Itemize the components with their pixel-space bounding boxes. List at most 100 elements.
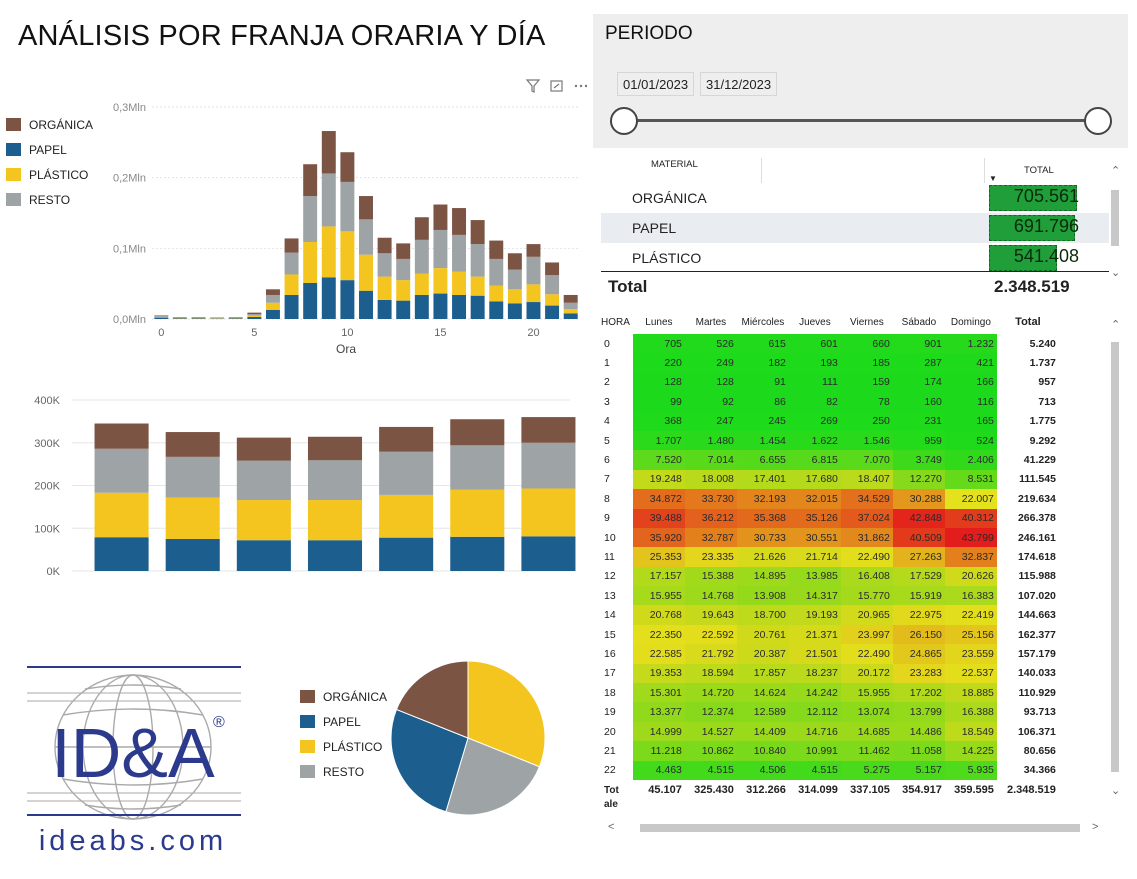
- scroll-up-icon[interactable]: ⌃: [1111, 319, 1121, 331]
- row-total: 246.161: [996, 527, 1059, 548]
- scrollbar-thumb[interactable]: [640, 824, 1080, 832]
- bar-segment: [545, 275, 560, 295]
- column-header[interactable]: Miércoles: [741, 316, 785, 328]
- bar-segment: [379, 451, 434, 495]
- matrix-horizontal-scrollbar[interactable]: < >: [604, 821, 1104, 835]
- bar-segment: [563, 302, 578, 310]
- legend-item[interactable]: RESTO: [6, 187, 93, 212]
- matrix-cell: 901: [892, 334, 945, 354]
- matrix-cell: 35.126: [788, 508, 841, 528]
- sort-descending-icon[interactable]: ▼: [989, 174, 997, 183]
- bar-segment: [165, 538, 220, 571]
- more-options-icon[interactable]: [574, 84, 588, 88]
- matrix-cell: 160: [892, 392, 945, 412]
- column-header[interactable]: Martes: [695, 316, 727, 328]
- bar-segment: [379, 537, 434, 571]
- bar-segment: [545, 262, 560, 276]
- legend-item[interactable]: PAPEL: [6, 137, 93, 162]
- legend-item[interactable]: RESTO: [300, 759, 387, 784]
- matrix-cell: 19.248: [632, 469, 685, 490]
- material-total: 541.408: [1013, 246, 1079, 266]
- matrix-cell: 1.546: [840, 430, 893, 451]
- matrix-cell: 7.070: [840, 450, 893, 470]
- focus-mode-icon[interactable]: [550, 80, 563, 92]
- matrix-cell: 6.655: [736, 450, 789, 470]
- filter-icon[interactable]: [525, 79, 541, 93]
- table-row[interactable]: ORGÁNICA 705.561: [601, 183, 1109, 213]
- matrix-cell: 14.999: [632, 721, 685, 742]
- end-date-input[interactable]: 31/12/2023: [700, 72, 778, 96]
- matrix-cell: 269: [788, 411, 841, 431]
- matrix-row: 18 15.301 14.720 14.624 14.242 15.955 17.202 18…: [598, 683, 1059, 703]
- matrix-cell: 21.714: [788, 547, 841, 567]
- matrix-cell: 24.865: [892, 644, 945, 664]
- matrix-cell: 1.707: [632, 430, 685, 451]
- scroll-down-icon[interactable]: ⌄: [1111, 785, 1121, 797]
- matrix-cell: 959: [892, 430, 945, 451]
- legend-item[interactable]: PLÁSTICO: [6, 162, 93, 187]
- material-total: 691.796: [1013, 216, 1079, 236]
- column-header[interactable]: Viernes: [850, 316, 884, 328]
- matrix-cell: 18.008: [684, 469, 737, 490]
- matrix-cell: 32.015: [788, 489, 841, 509]
- legend-label: ORGÁNICA: [29, 117, 94, 132]
- matrix-cell: 14.895: [736, 566, 789, 587]
- matrix-cell: 18.407: [840, 469, 893, 490]
- grand-total: 2.348.519: [994, 277, 1070, 296]
- matrix-cell: 4.515: [684, 760, 737, 780]
- legend-item[interactable]: PLÁSTICO: [300, 734, 387, 759]
- column-header[interactable]: Domingo: [950, 316, 991, 328]
- bar-segment: [165, 456, 220, 498]
- matrix-cell: 14.225: [944, 741, 997, 761]
- matrix-cell: 193: [788, 353, 841, 373]
- scroll-left-icon[interactable]: <: [608, 821, 615, 833]
- legend-swatch: [6, 118, 21, 131]
- hour-label: 8: [604, 492, 610, 505]
- date-range-end-handle[interactable]: [1084, 107, 1112, 135]
- scrollbar-thumb[interactable]: [1111, 190, 1119, 246]
- scrollbar-thumb[interactable]: [1111, 342, 1119, 772]
- matrix-totals-row: Tot ale 45.107 325.430 312.266 314.099 337.10…: [598, 779, 1059, 814]
- column-header[interactable]: Lunes: [645, 316, 673, 328]
- hour-label: 1: [604, 357, 610, 370]
- material-column-header[interactable]: MATERIAL: [651, 159, 698, 170]
- legend-item[interactable]: ORGÁNICA: [300, 684, 387, 709]
- matrix-cell: 660: [840, 334, 893, 354]
- matrix-cell: 12.112: [788, 702, 841, 722]
- matrix-cell: 7.014: [684, 450, 737, 470]
- matrix-cell: 78: [840, 392, 893, 412]
- matrix-cell: 368: [632, 411, 685, 431]
- scroll-down-icon[interactable]: ⌄: [1111, 267, 1121, 279]
- legend-item[interactable]: PAPEL: [300, 709, 387, 734]
- legend-item[interactable]: ORGÁNICA: [6, 112, 93, 137]
- bar-segment: [433, 204, 448, 230]
- start-date-input[interactable]: 01/01/2023: [617, 72, 695, 96]
- column-header[interactable]: Jueves: [799, 316, 831, 328]
- matrix-cell: 10.991: [788, 741, 841, 761]
- bar-segment: [94, 448, 149, 493]
- matrix-row: 20 14.999 14.527 14.409 14.716 14.685 14.486 18…: [598, 721, 1059, 742]
- column-header[interactable]: Total: [1015, 316, 1041, 328]
- bar-segment: [321, 173, 336, 227]
- table-row[interactable]: PLÁSTICO 541.408: [601, 243, 1109, 273]
- bar-segment: [545, 294, 560, 306]
- bar-segment: [94, 537, 149, 571]
- scroll-right-icon[interactable]: >: [1092, 821, 1099, 833]
- bar-segment: [396, 243, 411, 259]
- vertical-scrollbar[interactable]: ⌃ ⌄: [1109, 164, 1121, 282]
- matrix-cell: 20.172: [840, 663, 893, 684]
- column-header[interactable]: Sábado: [901, 316, 937, 328]
- date-range-track[interactable]: [623, 119, 1098, 122]
- scroll-up-icon[interactable]: ⌃: [1111, 165, 1121, 177]
- matrix-cell: 32.193: [736, 489, 789, 509]
- column-header[interactable]: HORA: [601, 316, 630, 328]
- date-range-start-handle[interactable]: [610, 107, 638, 135]
- matrix-vertical-scrollbar[interactable]: ⌃ ⌄: [1109, 318, 1121, 818]
- total-column-header[interactable]: TOTAL: [1024, 165, 1054, 176]
- page-title: ANÁLISIS POR FRANJA ORARIA Y DÍA: [18, 20, 546, 52]
- bar-segment: [303, 164, 318, 197]
- table-row[interactable]: PAPEL 691.796: [601, 213, 1109, 243]
- row-total: 41.229: [996, 450, 1059, 470]
- matrix-cell: 18.700: [736, 605, 789, 625]
- row-total: 107.020: [996, 586, 1059, 606]
